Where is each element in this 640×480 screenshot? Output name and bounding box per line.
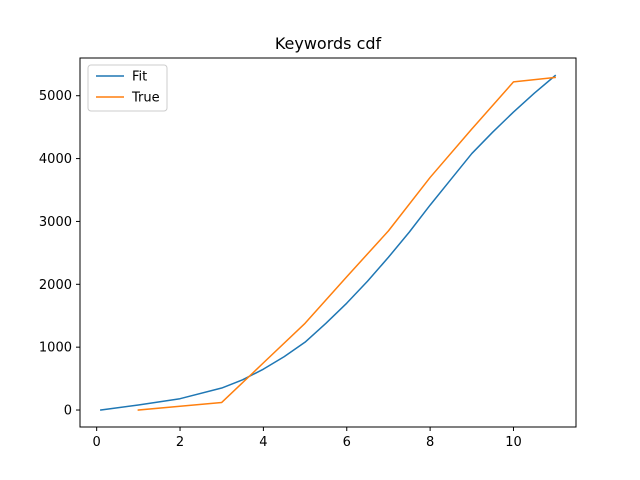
legend: Fit True — [87, 64, 168, 112]
x-tick-label: 10 — [505, 435, 522, 450]
x-tick-label: 4 — [259, 435, 267, 450]
y-tick-label: 2000 — [39, 278, 72, 293]
legend-true-label: True — [131, 91, 160, 106]
y-tick-label: 1000 — [39, 341, 72, 356]
series-line-fit — [99, 74, 557, 411]
y-axis: 0 1000 2000 3000 4000 5000 — [39, 89, 80, 419]
series-line-true — [137, 76, 556, 411]
y-tick-label: 5000 — [39, 89, 72, 104]
x-axis: 0 2 4 6 8 10 — [93, 427, 522, 450]
legend-fit-label: Fit — [132, 70, 147, 85]
y-tick-label: 4000 — [39, 152, 72, 167]
x-tick-label: 2 — [176, 435, 184, 450]
y-tick-label: 3000 — [39, 215, 72, 230]
chart-title: Keywords cdf — [275, 34, 382, 53]
x-tick-label: 0 — [93, 435, 101, 450]
y-tick-label: 0 — [64, 404, 72, 419]
plot-area — [99, 74, 557, 411]
x-tick-label: 6 — [343, 435, 351, 450]
axes-frame — [79, 57, 577, 428]
x-tick-label: 8 — [426, 435, 434, 450]
